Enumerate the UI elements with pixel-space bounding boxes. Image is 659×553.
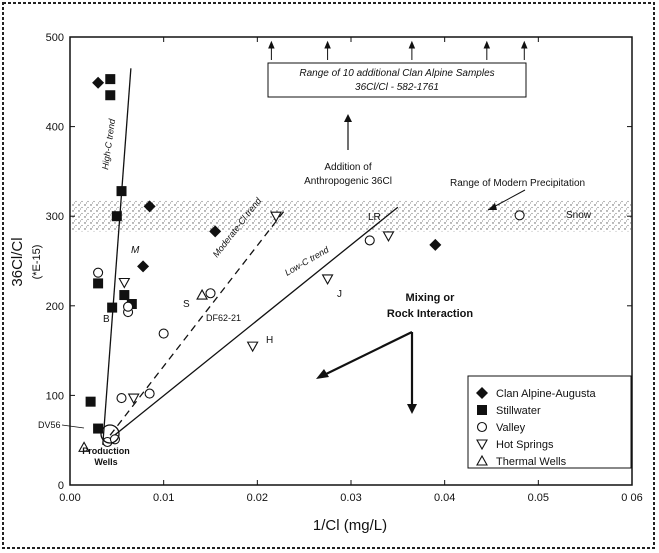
- x-tick-label: 0 06: [621, 492, 642, 504]
- range-box-line1: Range of 10 additional Clan Alpine Sampl…: [299, 68, 494, 79]
- trend-lines: [102, 68, 399, 446]
- production-wells-circle: [100, 424, 120, 444]
- valley-point: [144, 388, 155, 399]
- y-tick-label: 500: [46, 32, 64, 44]
- legend-marker: [477, 405, 487, 415]
- low-c-trend-label: Low-C trend: [283, 244, 331, 278]
- mixing-line1: Mixing or: [406, 292, 456, 304]
- x-tick-label: 0.03: [340, 492, 361, 504]
- hot-springs-point: [118, 277, 131, 289]
- y-tick-label: 200: [46, 301, 64, 313]
- hot-springs-point: [382, 231, 395, 243]
- range-box: [267, 62, 527, 98]
- valley-point: [123, 301, 134, 312]
- clan-alpine-augusta-point: [429, 238, 442, 251]
- axis-ticks: 0.00 0.01 0.02 0.03 0.04 0.05 0 06 0 100 200 300 40…: [46, 32, 643, 504]
- legend-marker: [476, 454, 488, 466]
- up-arrow-head: [268, 40, 275, 49]
- range-annotation: Range of 10 additional Clan Alpine Sampl…: [267, 40, 528, 98]
- x-tick-label: 0.05: [528, 492, 549, 504]
- legend-marker: [476, 439, 488, 451]
- valley-point: [93, 267, 104, 278]
- x-tick-label: 0.01: [153, 492, 174, 504]
- clan-alpine-augusta-point: [137, 260, 150, 273]
- anthropogenic-line2: Anthropogenic 36Cl: [304, 176, 392, 187]
- stillwater-point: [116, 186, 127, 197]
- x-tick-label: 0.02: [247, 492, 268, 504]
- up-arrow-head: [483, 40, 491, 49]
- legend-box: [467, 375, 632, 469]
- up-arrow-head: [324, 40, 331, 49]
- stillwater-point: [85, 396, 96, 407]
- clan-alpine-augusta-point: [143, 200, 156, 213]
- legend-label: Clan Alpine-Augusta: [496, 388, 597, 400]
- x-tick-label: 0.00: [59, 492, 80, 504]
- production-label-1: Production: [82, 446, 130, 456]
- label-M: M: [131, 245, 140, 256]
- trend-line: [102, 211, 285, 446]
- y-tick-label: 0: [58, 480, 64, 492]
- up-arrow-head: [408, 40, 416, 49]
- high-c-trend-label: High-C trend: [100, 117, 117, 170]
- trend-line: [102, 206, 399, 446]
- mixing-line2: Rock Interaction: [387, 308, 473, 320]
- modern-precip-label: Range of Modern Precipitation: [450, 178, 585, 189]
- stillwater-point: [105, 74, 116, 85]
- up-arrow-head: [521, 40, 528, 49]
- legend-marker: [476, 387, 488, 399]
- valley-point: [514, 210, 525, 221]
- clan-alpine-augusta-point: [92, 76, 105, 89]
- legend-label: Stillwater: [496, 405, 541, 417]
- y-tick-label: 300: [46, 211, 64, 223]
- y-tick-label: 100: [46, 390, 64, 402]
- y-tick-label: 400: [46, 122, 64, 134]
- trend-line: [102, 68, 132, 445]
- label-DV56: DV56: [38, 420, 61, 430]
- y-axis-unit-label: (*E-15): [31, 245, 43, 280]
- range-box-line2: 36Cl/Cl - 582-1761: [355, 82, 439, 93]
- valley-point: [364, 235, 375, 246]
- x-tick-label: 0.04: [434, 492, 455, 504]
- label-LR: LR: [368, 212, 381, 223]
- stillwater-point: [111, 211, 122, 222]
- legend-label: Hot Springs: [496, 439, 554, 451]
- stillwater-point: [93, 423, 104, 434]
- legend: Clan Alpine-Augusta Stillwater Valley Hot S…: [467, 375, 632, 469]
- hot-springs-point: [321, 274, 334, 286]
- y-axis-label: 36Cl/Cl: [9, 237, 26, 286]
- data-points: [78, 74, 525, 452]
- mixing-annotation: Mixing or Rock Interaction: [316, 292, 473, 414]
- legend-marker: [476, 421, 488, 433]
- production-label-2: Wells: [94, 457, 117, 467]
- thermal-wells-point: [196, 288, 209, 300]
- clan-alpine-augusta-point: [209, 225, 222, 238]
- valley-point: [158, 328, 169, 339]
- stillwater-point: [93, 278, 104, 289]
- stillwater-point: [105, 90, 116, 101]
- valley-point: [116, 393, 127, 404]
- label-snow: Snow: [566, 210, 592, 221]
- label-S: S: [183, 299, 190, 310]
- label-B: B: [103, 314, 110, 325]
- legend-label: Valley: [496, 422, 526, 434]
- label-H: H: [266, 335, 273, 346]
- stillwater-point: [119, 290, 130, 301]
- legend-label: Thermal Wells: [496, 456, 567, 468]
- x-axis-label: 1/Cl (mg/L): [313, 517, 387, 534]
- modern-precipitation-band: [71, 200, 631, 232]
- hot-springs-point: [246, 341, 259, 353]
- up-arrows: [268, 40, 528, 60]
- anthropogenic-line1: Addition of: [324, 162, 371, 173]
- label-DF62-21: DF62-21: [206, 313, 241, 323]
- thermal-wells-point: [78, 441, 90, 452]
- label-J: J: [337, 289, 342, 300]
- valley-point: [205, 288, 216, 299]
- hot-springs-point: [127, 393, 140, 405]
- hot-springs-point: [270, 211, 283, 223]
- valley-point: [109, 434, 121, 445]
- anthropogenic-annotation: Addition of Anthropogenic 36Cl: [304, 114, 392, 187]
- stillwater-point: [107, 302, 118, 313]
